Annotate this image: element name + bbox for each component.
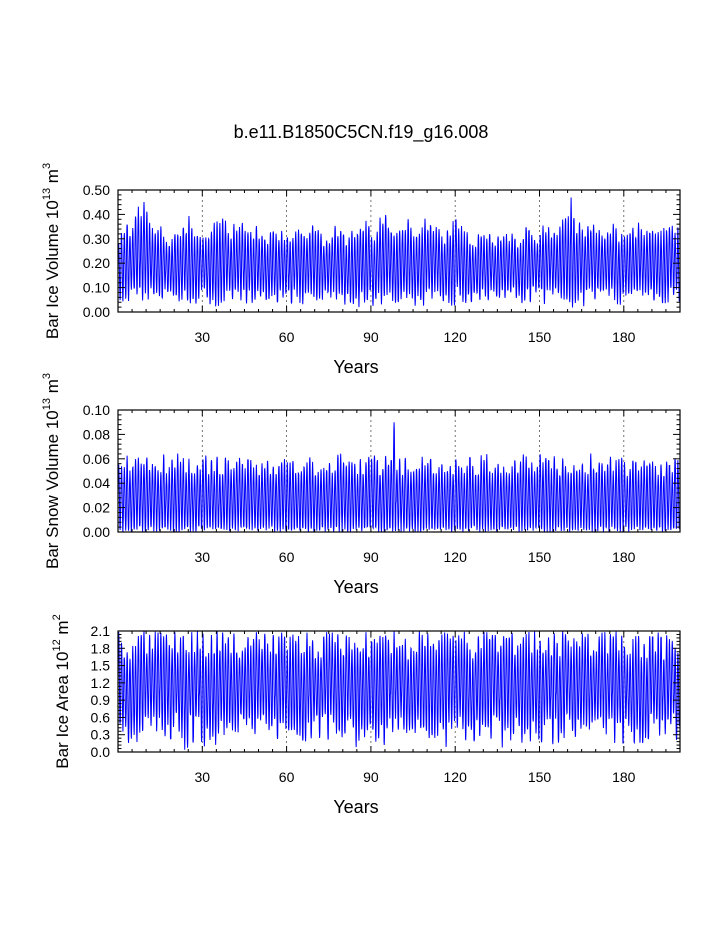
x-axis-label: Years: [333, 357, 378, 377]
y-tick-label: 1.8: [91, 640, 111, 656]
x-tick-label: 150: [528, 549, 552, 565]
x-tick-label: 60: [279, 769, 295, 785]
x-tick-label: 120: [444, 769, 468, 785]
x-tick-label: 60: [279, 549, 295, 565]
y-tick-label: 0.08: [83, 426, 110, 442]
y-tick-label: 0.3: [91, 727, 111, 743]
data-line-series: [117, 422, 681, 533]
y-tick-label: 0.00: [83, 524, 110, 540]
y-axis-label: Bar Snow Volume 1013 m3: [41, 373, 62, 569]
x-tick-label: 60: [279, 329, 295, 345]
x-tick-label: 120: [444, 549, 468, 565]
y-tick-label: 0.06: [83, 451, 110, 467]
y-tick-label: 0.9: [91, 692, 111, 708]
chart-panel-1: 30 60 90 120 150 180 0.00 0.10 0.20 0.30 0.40 0.50 Y…: [41, 163, 681, 377]
x-tick-label: 30: [195, 549, 211, 565]
x-tick-label: 30: [195, 329, 211, 345]
y-tick-label: 0.02: [83, 500, 110, 516]
x-tick-label: 90: [363, 549, 379, 565]
x-tick-label: 150: [528, 329, 552, 345]
x-tick-label: 180: [612, 329, 636, 345]
x-tick-label: 30: [195, 769, 211, 785]
chart-panel-2: 30 60 90 120 150 180 0.00 0.02 0.04 0.06 0.08 0.10 Y…: [41, 373, 681, 597]
y-tick-label: 1.2: [91, 675, 111, 691]
y-tick-label: 0.10: [83, 280, 110, 296]
figure-title: b.e11.B1850C5CN.f19_g16.008: [234, 122, 489, 143]
y-tick-label: 0.0: [91, 744, 111, 760]
y-tick-label: 0.50: [83, 182, 110, 198]
y-tick-label: 0.20: [83, 255, 110, 271]
y-tick-label: 0.04: [83, 475, 110, 491]
y-tick-label: 2.1: [91, 623, 111, 639]
y-tick-label: 0.40: [83, 206, 110, 222]
y-tick-label: 0.00: [83, 304, 110, 320]
y-axis-label: Bar Ice Volume 1013 m3: [41, 163, 62, 339]
x-tick-label: 120: [444, 329, 468, 345]
x-axis-label: Years: [333, 577, 378, 597]
y-tick-label: 1.5: [91, 658, 111, 674]
x-tick-label: 90: [363, 329, 379, 345]
x-axis-label: Years: [333, 797, 378, 817]
x-tick-label: 150: [528, 769, 552, 785]
x-tick-label: 180: [612, 769, 636, 785]
y-tick-label: 0.30: [83, 231, 110, 247]
data-line-series: [117, 197, 681, 308]
x-tick-label: 90: [363, 769, 379, 785]
chart-panel-3: 30 60 90 120 150 180 0.00.3 0.60.91.21.5 1.82.1 Y…: [51, 614, 681, 817]
y-tick-label: 0.6: [91, 709, 111, 725]
y-axis-label: Bar Ice Area 1012 m2: [51, 614, 72, 768]
y-tick-label: 0.10: [83, 402, 110, 418]
x-tick-label: 180: [612, 549, 636, 565]
data-line-series: [117, 630, 681, 750]
